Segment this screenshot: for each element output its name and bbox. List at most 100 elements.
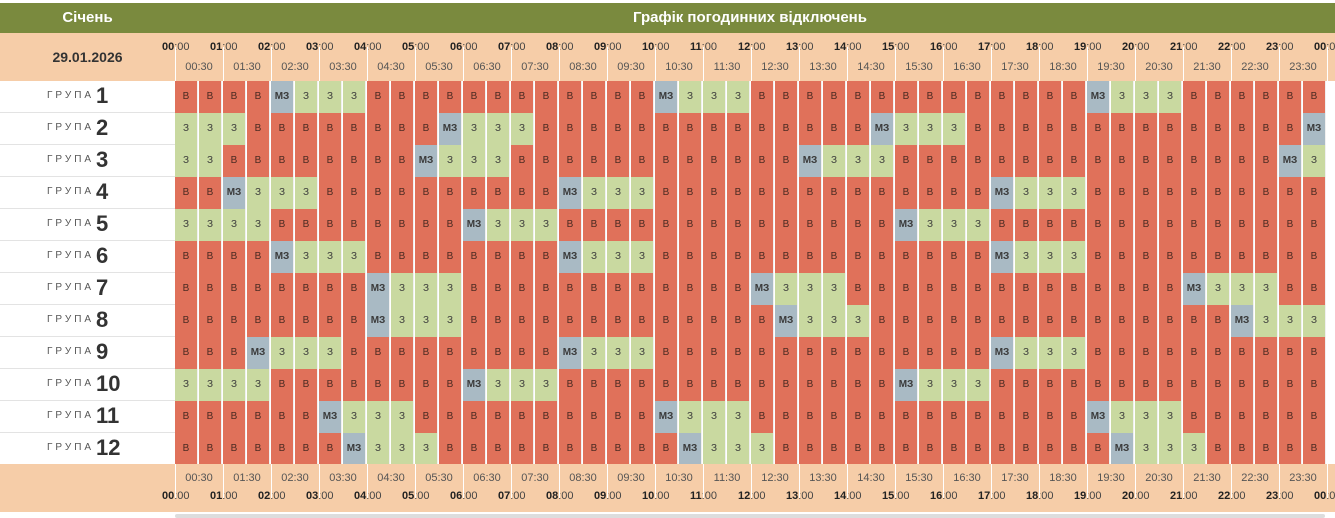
schedule-cell[interactable]: В xyxy=(799,81,822,113)
schedule-cell[interactable]: В xyxy=(343,273,366,305)
schedule-cell[interactable]: В xyxy=(1111,177,1134,209)
schedule-cell[interactable]: В xyxy=(1303,209,1326,241)
schedule-cell[interactable]: В xyxy=(319,177,342,209)
schedule-cell[interactable]: В xyxy=(1255,337,1278,369)
schedule-cell[interactable]: В xyxy=(751,305,774,337)
schedule-cell[interactable]: З xyxy=(1063,241,1086,273)
schedule-cell[interactable]: З xyxy=(175,369,198,401)
schedule-cell[interactable]: В xyxy=(1159,369,1182,401)
schedule-cell[interactable]: В xyxy=(679,145,702,177)
schedule-cell[interactable]: В xyxy=(487,241,510,273)
schedule-cell[interactable]: В xyxy=(823,401,846,433)
schedule-cell[interactable]: В xyxy=(1255,369,1278,401)
schedule-cell[interactable]: В xyxy=(895,273,918,305)
schedule-cell[interactable]: В xyxy=(559,113,582,145)
schedule-cell[interactable]: В xyxy=(1063,273,1086,305)
schedule-cell[interactable]: В xyxy=(1159,305,1182,337)
schedule-cell[interactable]: З xyxy=(1255,273,1278,305)
schedule-cell[interactable]: В xyxy=(1063,401,1086,433)
schedule-cell[interactable]: З xyxy=(607,241,630,273)
schedule-cell[interactable]: В xyxy=(1111,305,1134,337)
schedule-cell[interactable]: В xyxy=(415,337,438,369)
schedule-cell[interactable]: В xyxy=(247,241,270,273)
schedule-cell[interactable]: В xyxy=(295,273,318,305)
schedule-cell[interactable]: В xyxy=(199,273,222,305)
schedule-cell[interactable]: З xyxy=(799,273,822,305)
schedule-cell[interactable]: В xyxy=(199,433,222,465)
schedule-cell[interactable]: В xyxy=(1087,337,1110,369)
schedule-cell[interactable]: В xyxy=(343,369,366,401)
schedule-cell[interactable]: МЗ xyxy=(895,209,918,241)
schedule-cell[interactable]: З xyxy=(1039,177,1062,209)
schedule-cell[interactable]: В xyxy=(1159,337,1182,369)
schedule-cell[interactable]: З xyxy=(343,81,366,113)
schedule-cell[interactable]: В xyxy=(655,209,678,241)
schedule-cell[interactable]: В xyxy=(631,369,654,401)
schedule-cell[interactable]: З xyxy=(439,305,462,337)
schedule-cell[interactable]: В xyxy=(1111,209,1134,241)
schedule-cell[interactable]: З xyxy=(175,113,198,145)
schedule-cell[interactable]: В xyxy=(535,273,558,305)
schedule-cell[interactable]: В xyxy=(535,401,558,433)
schedule-cell[interactable]: В xyxy=(1303,273,1326,305)
schedule-cell[interactable]: В xyxy=(727,177,750,209)
schedule-cell[interactable]: В xyxy=(703,337,726,369)
schedule-cell[interactable]: В xyxy=(175,241,198,273)
schedule-cell[interactable]: В xyxy=(751,113,774,145)
schedule-cell[interactable]: В xyxy=(871,209,894,241)
schedule-cell[interactable]: В xyxy=(487,81,510,113)
schedule-cell[interactable]: В xyxy=(391,113,414,145)
schedule-cell[interactable]: З xyxy=(1279,305,1302,337)
schedule-cell[interactable]: В xyxy=(871,369,894,401)
schedule-cell[interactable]: В xyxy=(343,177,366,209)
schedule-cell[interactable]: В xyxy=(1231,241,1254,273)
schedule-cell[interactable]: В xyxy=(343,337,366,369)
schedule-cell[interactable]: З xyxy=(1039,241,1062,273)
schedule-cell[interactable]: В xyxy=(991,209,1014,241)
schedule-cell[interactable]: МЗ xyxy=(247,337,270,369)
schedule-cell[interactable]: В xyxy=(1279,433,1302,465)
schedule-cell[interactable]: В xyxy=(223,273,246,305)
schedule-cell[interactable]: МЗ xyxy=(655,401,678,433)
schedule-cell[interactable]: В xyxy=(1303,337,1326,369)
schedule-cell[interactable]: В xyxy=(607,369,630,401)
schedule-cell[interactable]: В xyxy=(703,209,726,241)
schedule-cell[interactable]: В xyxy=(463,241,486,273)
schedule-cell[interactable]: В xyxy=(439,401,462,433)
schedule-cell[interactable]: В xyxy=(847,401,870,433)
schedule-cell[interactable]: В xyxy=(511,241,534,273)
schedule-cell[interactable]: В xyxy=(511,145,534,177)
schedule-cell[interactable]: В xyxy=(319,305,342,337)
schedule-cell[interactable]: В xyxy=(295,113,318,145)
schedule-cell[interactable]: В xyxy=(1063,209,1086,241)
schedule-cell[interactable]: В xyxy=(319,113,342,145)
schedule-cell[interactable]: В xyxy=(895,401,918,433)
schedule-cell[interactable]: В xyxy=(439,177,462,209)
schedule-cell[interactable]: МЗ xyxy=(655,81,678,113)
schedule-cell[interactable]: В xyxy=(271,401,294,433)
schedule-cell[interactable]: В xyxy=(1135,369,1158,401)
schedule-cell[interactable]: В xyxy=(439,209,462,241)
schedule-cell[interactable]: В xyxy=(775,241,798,273)
schedule-cell[interactable]: В xyxy=(1279,273,1302,305)
schedule-cell[interactable]: В xyxy=(1039,401,1062,433)
schedule-cell[interactable]: В xyxy=(1087,273,1110,305)
schedule-cell[interactable]: В xyxy=(367,113,390,145)
schedule-cell[interactable]: В xyxy=(799,337,822,369)
schedule-cell[interactable]: В xyxy=(583,369,606,401)
schedule-cell[interactable]: З xyxy=(1255,305,1278,337)
schedule-cell[interactable]: В xyxy=(487,401,510,433)
schedule-cell[interactable]: З xyxy=(487,209,510,241)
schedule-cell[interactable]: В xyxy=(799,241,822,273)
schedule-cell[interactable]: В xyxy=(487,433,510,465)
schedule-cell[interactable]: В xyxy=(583,433,606,465)
schedule-cell[interactable]: В xyxy=(847,273,870,305)
schedule-cell[interactable]: МЗ xyxy=(799,145,822,177)
schedule-cell[interactable]: В xyxy=(463,433,486,465)
schedule-cell[interactable]: В xyxy=(1183,369,1206,401)
schedule-cell[interactable]: З xyxy=(1207,273,1230,305)
schedule-cell[interactable]: В xyxy=(1087,369,1110,401)
schedule-cell[interactable]: В xyxy=(1231,209,1254,241)
schedule-cell[interactable]: В xyxy=(679,305,702,337)
schedule-cell[interactable]: В xyxy=(847,113,870,145)
